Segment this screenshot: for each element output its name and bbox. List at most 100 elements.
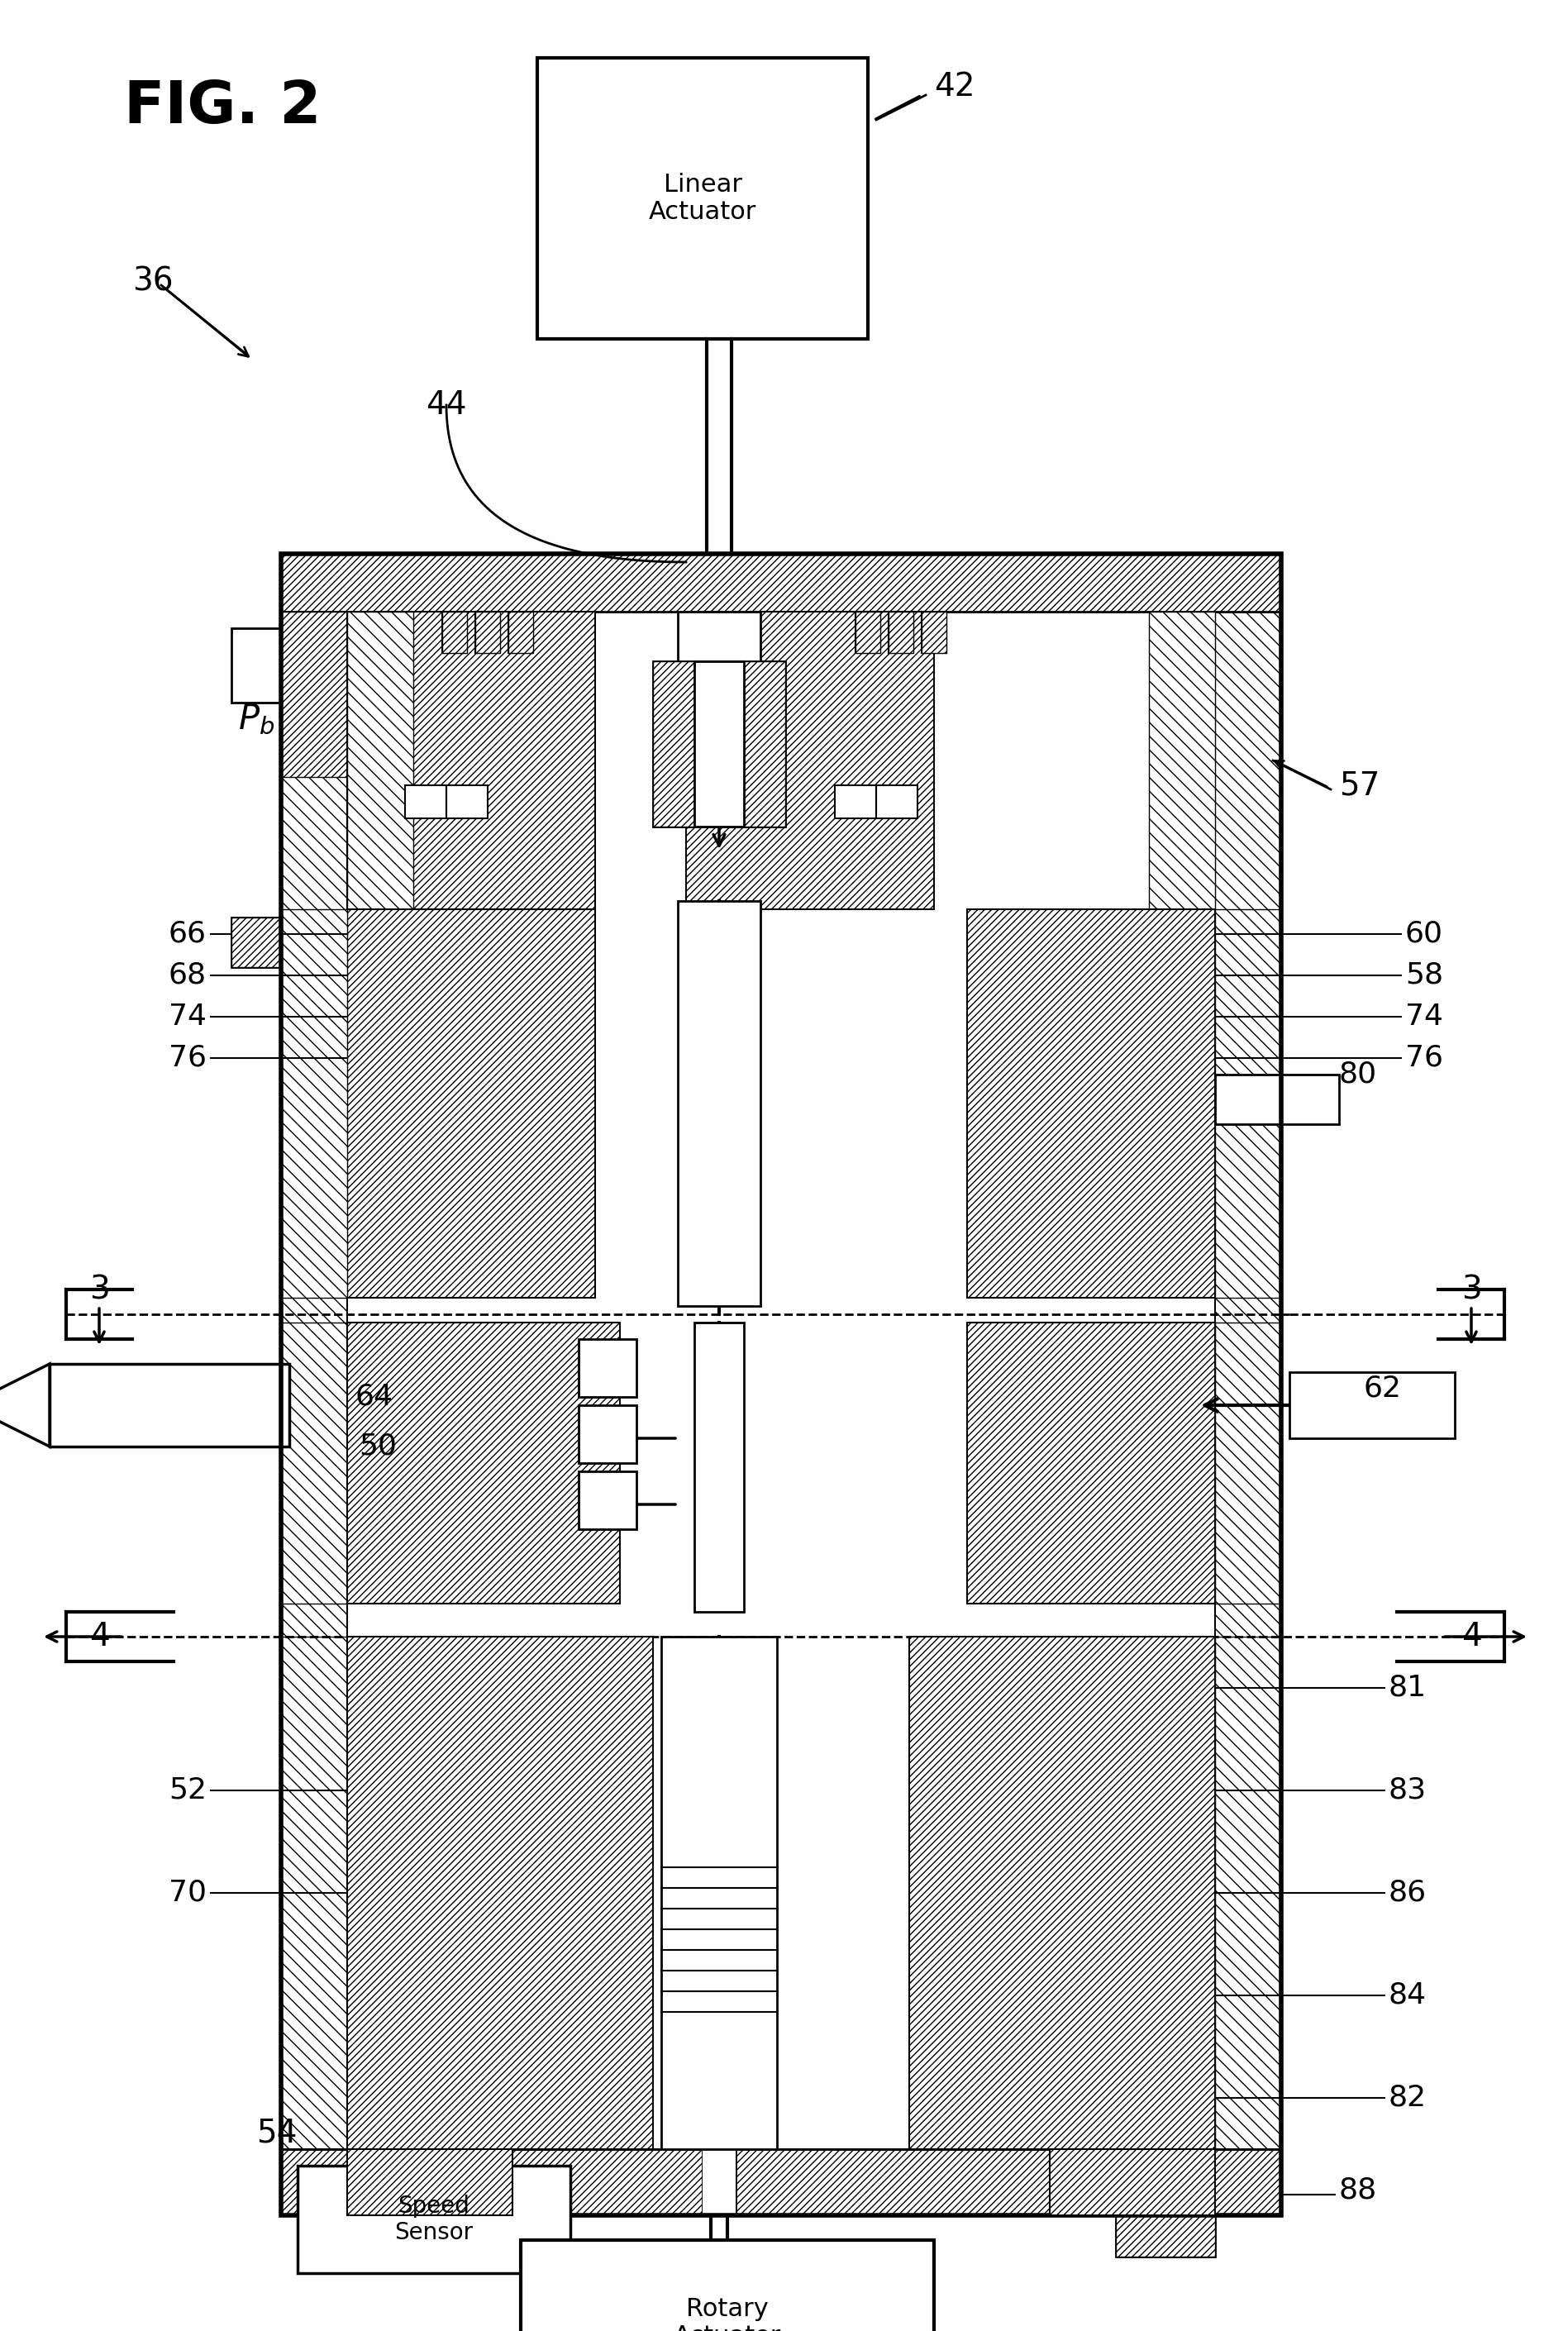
Bar	[347, 2214, 447, 2256]
Bar	[1116, 2214, 1215, 2256]
Bar	[50, 1364, 290, 1448]
Text: 84: 84	[1389, 1981, 1427, 2009]
Bar	[677, 611, 760, 720]
Bar	[1215, 1636, 1281, 2149]
Bar	[677, 902, 760, 1305]
Bar	[695, 1322, 743, 1611]
Bar	[405, 786, 447, 818]
Bar	[475, 611, 500, 653]
Text: 81: 81	[1389, 1674, 1427, 1702]
Text: 42: 42	[935, 70, 975, 103]
Text: 60: 60	[1405, 921, 1443, 949]
Bar	[281, 1636, 347, 2149]
Text: 54: 54	[256, 2117, 296, 2149]
Text: 57: 57	[1339, 769, 1380, 802]
Bar	[1215, 1322, 1281, 1604]
Text: 3: 3	[89, 1273, 110, 1305]
Bar	[1116, 2214, 1215, 2256]
Text: 58: 58	[1405, 960, 1443, 988]
Bar	[442, 611, 467, 653]
Bar	[347, 611, 414, 909]
Bar	[1149, 611, 1215, 909]
Bar	[695, 662, 743, 828]
Bar	[347, 611, 596, 909]
Text: 70: 70	[169, 1879, 207, 1907]
Bar	[508, 611, 533, 653]
Bar	[877, 786, 917, 818]
Bar	[1049, 2149, 1215, 2214]
Text: 62: 62	[1364, 1375, 1402, 1403]
Bar	[856, 611, 880, 653]
Bar	[967, 909, 1215, 1298]
Bar	[922, 611, 947, 653]
Bar	[1289, 1373, 1455, 1438]
Text: Linear
Actuator: Linear Actuator	[649, 172, 756, 224]
Bar	[579, 1471, 637, 1529]
Bar	[232, 629, 281, 702]
Bar	[967, 1322, 1215, 1604]
Bar	[281, 2149, 1281, 2214]
Bar	[508, 611, 533, 653]
Bar	[579, 1338, 637, 1396]
Text: 4: 4	[89, 1620, 110, 1653]
Text: 3: 3	[1461, 1273, 1482, 1305]
Bar	[281, 1322, 347, 1604]
Text: 86: 86	[1389, 1879, 1427, 1907]
Bar	[281, 555, 1281, 611]
Text: 44: 44	[425, 389, 467, 420]
Bar	[442, 611, 467, 653]
Text: 52: 52	[169, 1776, 207, 1804]
Bar	[298, 2165, 571, 2273]
Bar	[281, 555, 347, 2214]
Text: 82: 82	[1389, 2084, 1427, 2112]
Text: 64: 64	[356, 1382, 394, 1410]
Bar	[475, 611, 500, 653]
Text: 76: 76	[169, 1044, 207, 1072]
Bar	[347, 1636, 652, 2149]
Bar	[281, 2149, 1281, 2214]
Bar	[281, 611, 347, 776]
Bar	[662, 1636, 778, 2149]
Bar	[702, 2149, 735, 2214]
Text: 66: 66	[169, 921, 207, 949]
Bar	[232, 918, 281, 967]
Bar	[652, 662, 698, 828]
Bar	[447, 786, 488, 818]
Bar	[281, 555, 1281, 2214]
Bar	[687, 611, 935, 909]
Text: 88: 88	[1339, 2177, 1377, 2205]
Bar	[652, 662, 786, 828]
Bar	[347, 909, 596, 1298]
Bar	[538, 58, 869, 338]
Bar	[347, 1322, 619, 1604]
Bar	[856, 611, 880, 653]
Text: $P_b$: $P_b$	[238, 702, 274, 737]
Bar	[521, 2240, 935, 2331]
Bar	[1215, 909, 1281, 1298]
Text: 83: 83	[1389, 1776, 1427, 1804]
Text: 74: 74	[169, 1002, 207, 1030]
Text: 50: 50	[359, 1434, 397, 1462]
Bar	[740, 662, 786, 828]
Bar	[889, 611, 913, 653]
Text: FIG. 2: FIG. 2	[124, 79, 321, 135]
Bar	[579, 1406, 637, 1464]
Text: 76: 76	[1405, 1044, 1443, 1072]
Bar	[281, 909, 347, 1298]
Bar	[834, 786, 877, 818]
Bar	[347, 2214, 447, 2256]
Bar	[922, 611, 947, 653]
Polygon shape	[0, 1364, 50, 1448]
Text: 80: 80	[1339, 1061, 1377, 1089]
Text: 74: 74	[1405, 1002, 1443, 1030]
Bar	[232, 918, 281, 967]
Bar	[281, 2149, 1281, 2214]
Bar	[889, 611, 913, 653]
Text: 4: 4	[1461, 1620, 1482, 1653]
Bar	[347, 2149, 513, 2214]
Text: 36: 36	[132, 266, 174, 296]
Text: Rotary
Actuator: Rotary Actuator	[674, 2296, 781, 2331]
Bar	[1215, 555, 1281, 2214]
Text: Speed
Sensor: Speed Sensor	[395, 2193, 474, 2245]
Bar	[909, 1636, 1215, 2149]
